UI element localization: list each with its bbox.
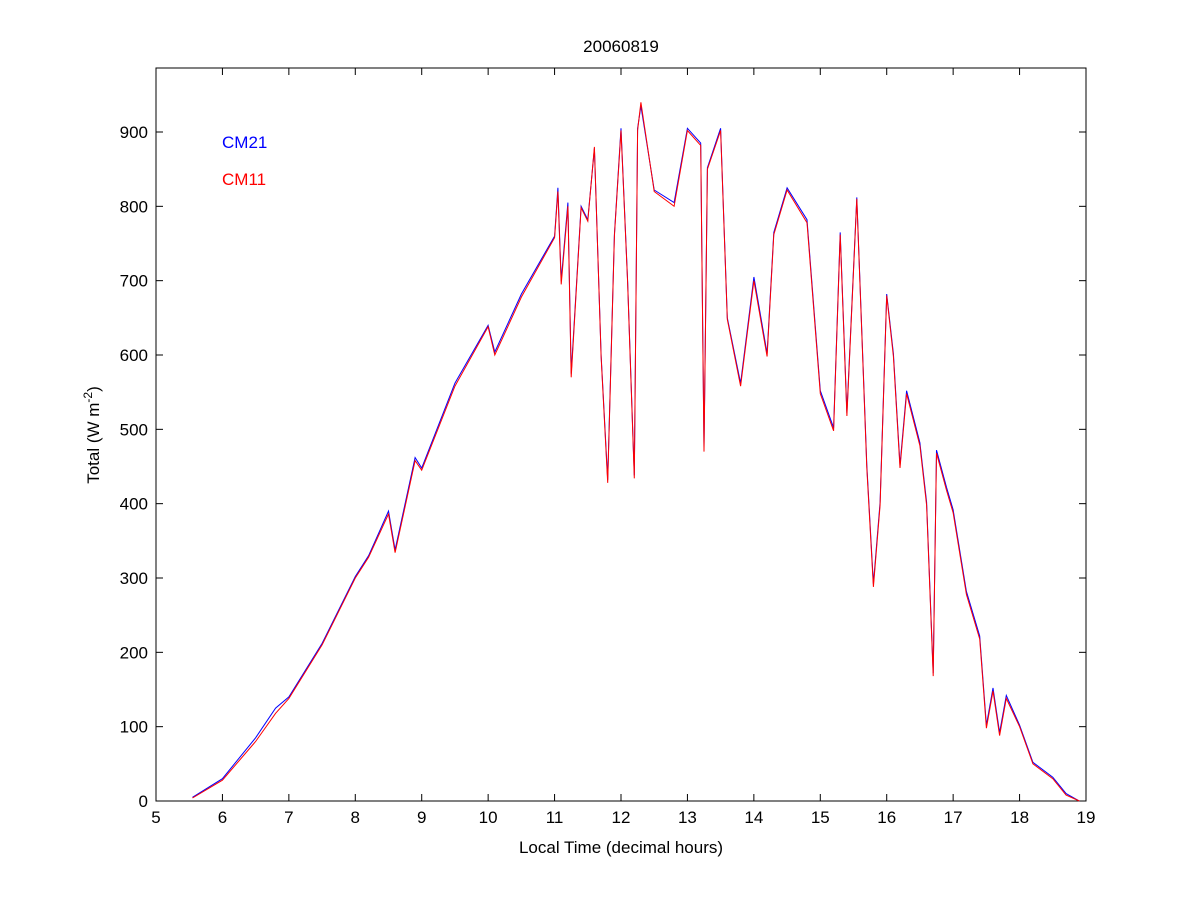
y-tick-label: 800	[120, 197, 148, 216]
x-tick-label: 8	[351, 808, 360, 827]
x-tick-label: 7	[284, 808, 293, 827]
y-tick-label: 100	[120, 718, 148, 737]
x-tick-label: 16	[877, 808, 896, 827]
chart-title: 20060819	[583, 37, 659, 56]
x-tick-label: 10	[479, 808, 498, 827]
y-tick-label: 500	[120, 420, 148, 439]
x-tick-label: 14	[744, 808, 763, 827]
x-tick-label: 13	[678, 808, 697, 827]
y-tick-label: 600	[120, 346, 148, 365]
y-tick-label: 900	[120, 123, 148, 142]
y-tick-label: 200	[120, 643, 148, 662]
y-tick-label: 300	[120, 569, 148, 588]
x-tick-label: 15	[811, 808, 830, 827]
x-tick-label: 12	[612, 808, 631, 827]
legend-entry-cm21: CM21	[222, 133, 267, 152]
y-tick-label: 700	[120, 272, 148, 291]
x-tick-label: 18	[1010, 808, 1029, 827]
x-tick-label: 19	[1077, 808, 1096, 827]
x-tick-label: 11	[546, 808, 564, 827]
x-axis-label: Local Time (decimal hours)	[519, 838, 723, 857]
x-tick-label: 5	[151, 808, 160, 827]
y-tick-label: 400	[120, 495, 148, 514]
x-tick-label: 6	[218, 808, 227, 827]
plot-area	[155, 67, 1087, 802]
x-tick-label: 17	[944, 808, 963, 827]
x-tick-label: 9	[417, 808, 426, 827]
y-tick-label: 0	[139, 792, 148, 811]
series-line-cm11	[192, 102, 1080, 802]
legend-entry-cm11: CM11	[222, 170, 266, 189]
y-axis-label: Total (W m-2)	[81, 386, 103, 484]
